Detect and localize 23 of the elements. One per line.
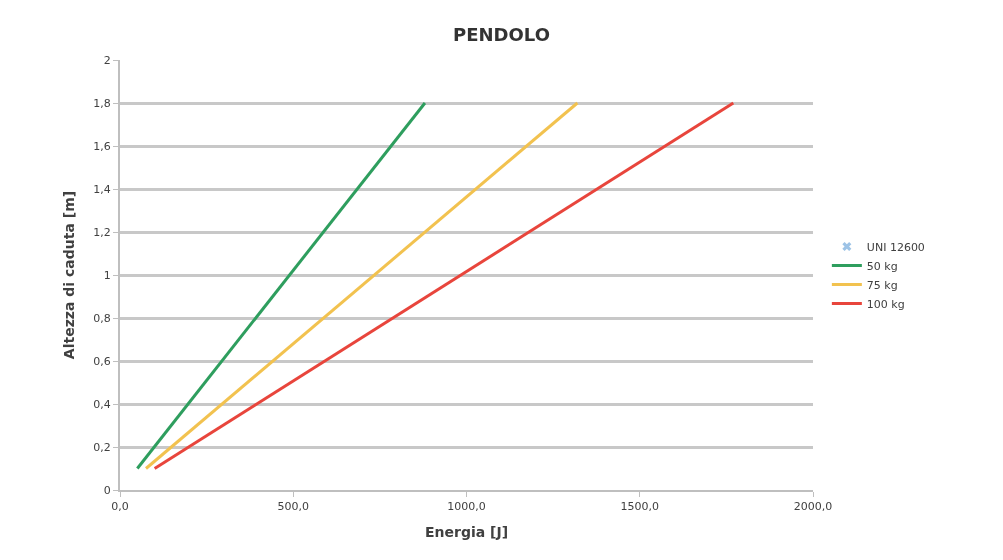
- y-tick-label: 1: [103, 268, 111, 282]
- y-tick-label: 0,4: [93, 397, 111, 411]
- legend-label: 75 kg: [866, 278, 898, 292]
- x-tick-label: 1000,0: [447, 500, 486, 514]
- legend-label: UNI 12600: [866, 240, 925, 254]
- y-tick-label: 0,6: [93, 354, 111, 368]
- legend-label: 50 kg: [866, 259, 898, 273]
- y-tick-label: 1,4: [93, 182, 111, 196]
- y-tick-label: 0: [103, 483, 111, 497]
- x-tick-label: 1500,0: [620, 500, 659, 514]
- chart-title: PENDOLO: [453, 23, 550, 45]
- x-axis-title: Energia [J]: [424, 524, 509, 540]
- x-tick-label: 500,0: [277, 500, 309, 514]
- y-tick-label: 2: [103, 53, 111, 67]
- y-axis-title: Altezza di caduta [m]: [61, 190, 78, 360]
- y-tick-label: 1,8: [93, 96, 111, 110]
- y-tick-label: 0,8: [93, 311, 111, 325]
- y-tick-label: 1,2: [93, 225, 111, 239]
- x-tick-label: 0,0: [111, 500, 129, 514]
- y-tick-label: 0,2: [93, 440, 111, 454]
- y-tick-label: 1,6: [93, 139, 111, 153]
- x-tick-label: 2000,0: [793, 500, 833, 514]
- legend-label: 100 kg: [866, 297, 905, 311]
